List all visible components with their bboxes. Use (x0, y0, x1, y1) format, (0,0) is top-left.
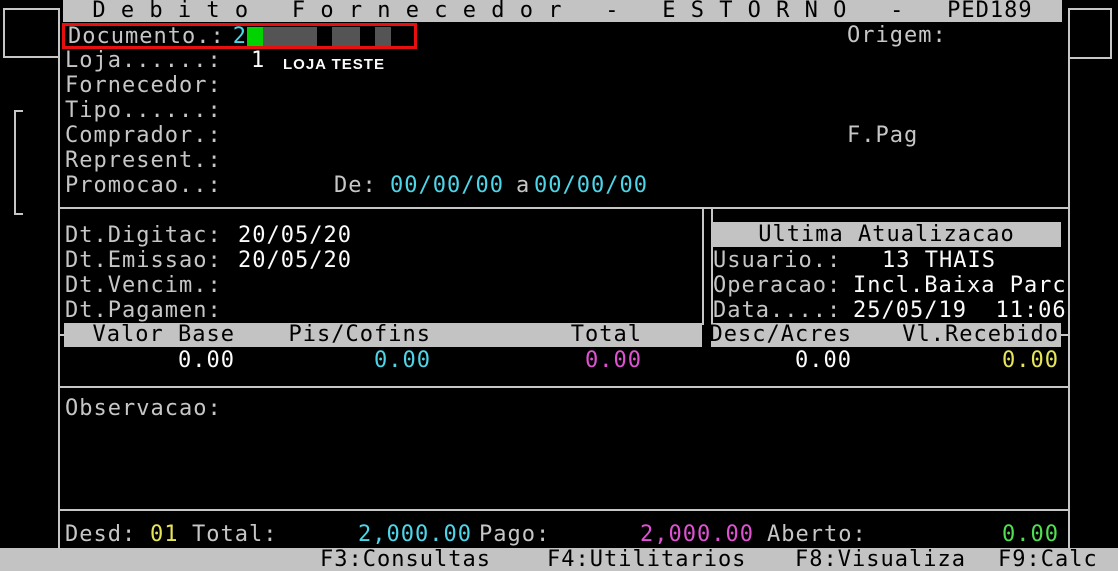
documento-label: Documento.: (68, 23, 225, 49)
input-mask-segment (262, 26, 317, 46)
dt-digitac-label: Dt.Digitac: (65, 223, 222, 248)
title-bar: D e b i t o F o r n e c e d o r - E S T … (63, 0, 1062, 22)
loja-name: LOJA TESTE (283, 56, 385, 73)
usuario-label: Usuario.: (713, 248, 842, 273)
represent-label: Represent.: (65, 148, 222, 173)
input-mask-segment (374, 26, 391, 46)
ultima-box-left-border (711, 207, 713, 325)
separator-observacao-top (58, 386, 1070, 388)
operacao-label: Operacao: (713, 273, 842, 298)
loja-value: 1 (251, 48, 266, 73)
col-header-valor-base: Valor Base (92, 322, 235, 347)
documento-value: 2 (232, 23, 247, 49)
total-label: Total: (192, 522, 278, 547)
dt-emissao-label: Dt.Emissao: (65, 248, 222, 273)
observacao-label: Observacao: (65, 396, 222, 421)
dt-vencim-label: Dt.Vencim.: (65, 273, 222, 298)
totals-header-bar-left (64, 323, 702, 347)
pago-value: 2,000.00 (640, 522, 754, 547)
dates-box-right-border (702, 207, 704, 325)
fkey-consultas[interactable]: F3:Consultas (320, 547, 491, 571)
tipo-label: Tipo......: (65, 98, 222, 123)
origem-label: Origem: (847, 23, 947, 48)
input-mask-segment (331, 26, 360, 46)
header-junction-right (1061, 334, 1068, 336)
pago-label: Pago: (479, 522, 551, 547)
pis-cofins-value: 0.00 (374, 348, 431, 373)
top-right-bracket (1070, 8, 1112, 59)
promocao-a-label: a (516, 173, 531, 198)
col-header-total: Total (570, 322, 642, 347)
data-label: Data....: (713, 298, 842, 323)
operacao-value: Incl.Baixa Parc (853, 273, 1067, 298)
header-junction-left (58, 334, 65, 336)
col-header-desc-acres: Desc/Acres (709, 322, 852, 347)
promocao-label: Promocao..: (65, 173, 222, 198)
ultima-atualizacao-header: Ultima Atualizacao (712, 222, 1061, 247)
promocao-de-value: 00/00/00 (390, 173, 504, 198)
fpag-label: F.Pag (847, 123, 919, 148)
top-left-bracket (3, 8, 58, 58)
dt-emissao-value: 20/05/20 (238, 248, 352, 273)
usuario-value: 13 THAIS (882, 248, 996, 273)
left-group-bracket (14, 110, 23, 215)
aberto-label: Aberto: (767, 522, 867, 547)
fornecedor-label: Fornecedor: (65, 73, 222, 98)
comprador-label: Comprador.: (65, 123, 222, 148)
dt-digitac-value: 20/05/20 (238, 223, 352, 248)
summary-total-value: 2,000.00 (358, 522, 472, 547)
documento-input[interactable]: Documento.: 2 (62, 23, 417, 49)
fkey-calc[interactable]: F9:Calc (998, 547, 1098, 571)
col-header-pis-cofins: Pis/Cofins (288, 322, 431, 347)
separator-summary-top (58, 509, 1070, 511)
input-mask-gap (316, 26, 332, 46)
loja-label: Loja......: (65, 48, 222, 73)
valor-base-value: 0.00 (178, 348, 235, 373)
totals-header-bar-right (711, 323, 1061, 347)
dt-pagamen-label: Dt.Pagamen: (65, 298, 222, 323)
input-mask-gap (390, 26, 410, 46)
desc-acres-value: 0.00 (795, 348, 852, 373)
col-header-vl-recebido: Vl.Recebido (902, 322, 1059, 347)
status-bar: F3:Consultas F4:Utilitarios F8:Visualiza… (0, 548, 1118, 571)
desd-label: Desd: (65, 522, 137, 547)
fkey-utilitarios[interactable]: F4:Utilitarios (547, 547, 747, 571)
input-mask-gap (359, 26, 375, 46)
fkey-visualiza[interactable]: F8:Visualiza (795, 547, 966, 571)
desd-value: 01 (150, 522, 179, 547)
promocao-de-label: De: (334, 173, 377, 198)
text-cursor (246, 26, 263, 46)
data-value: 25/05/19 11:06 (853, 298, 1067, 323)
separator-top (58, 207, 1070, 209)
outer-right-border (1068, 8, 1070, 548)
vl-recebido-value: 0.00 (1002, 348, 1059, 373)
aberto-value: 0.00 (1002, 522, 1059, 547)
promocao-a-value: 00/00/00 (534, 173, 648, 198)
outer-left-border (58, 8, 60, 548)
total-value: 0.00 (585, 348, 642, 373)
